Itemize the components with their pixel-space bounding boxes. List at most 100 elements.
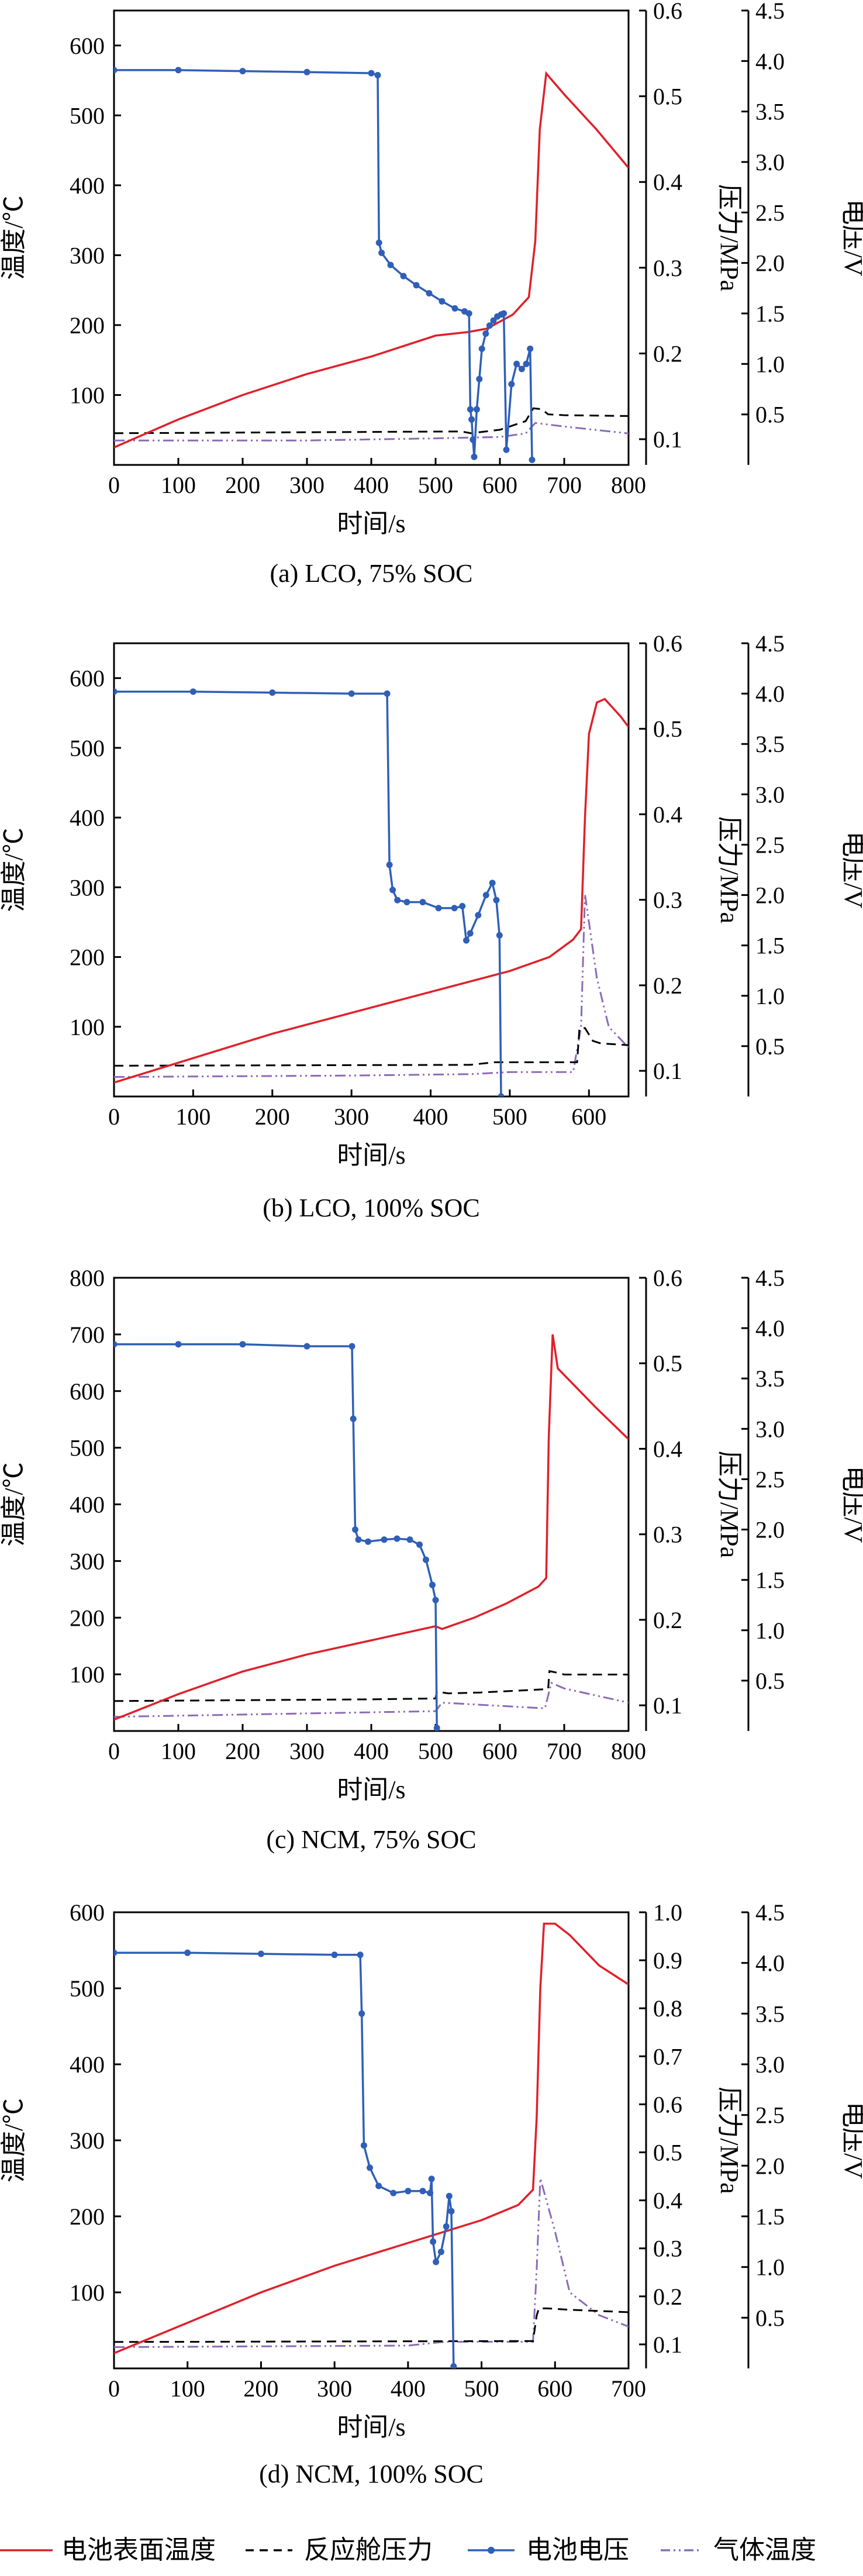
y3-tick-label: 3.0 [755, 781, 785, 808]
voltage-point [476, 375, 483, 382]
voltage-point [375, 239, 382, 246]
x-tick-label: 800 [611, 472, 646, 498]
voltage-point [348, 1343, 355, 1350]
voltage-point [437, 2249, 444, 2256]
voltage-point [478, 345, 485, 352]
voltage-point [368, 70, 375, 77]
series-gas-temp [114, 1681, 629, 1718]
voltage-point [459, 903, 466, 909]
voltage-point [419, 2188, 426, 2195]
voltage-point [189, 688, 196, 695]
y3-tick-label: 1.0 [755, 351, 785, 377]
voltage-point [184, 1949, 191, 1956]
series-group [114, 1334, 629, 1731]
series-group [114, 67, 629, 463]
x-tick-label: 100 [175, 1103, 210, 1130]
x-tick-label: 500 [418, 472, 453, 498]
x-tick-label: 400 [354, 1738, 389, 1764]
y3-axis-title: 电压/V [839, 1466, 863, 1543]
y2-tick-label: 0.2 [653, 1607, 682, 1633]
voltage-point [465, 310, 472, 317]
y2-tick-label: 0.7 [653, 2043, 682, 2070]
x-tick-label: 600 [571, 1103, 606, 1130]
x-axis-title: 时间/s [337, 1775, 405, 1804]
voltage-point [365, 1538, 371, 1545]
x-tick-label: 200 [243, 2375, 278, 2402]
voltage-point [367, 2164, 373, 2171]
voltage-point [471, 453, 478, 460]
voltage-point [114, 688, 118, 695]
y2-axis-title: 压力/MPa [715, 1451, 744, 1558]
y2-tick-label: 0.3 [653, 887, 682, 913]
y3-tick-label: 2.5 [755, 199, 785, 226]
voltage-point [175, 67, 182, 74]
voltage-point [387, 261, 394, 268]
y2-tick-label: 0.8 [653, 1995, 682, 2022]
y3-tick-label: 1.0 [755, 2254, 785, 2281]
voltage-point [400, 273, 407, 280]
x-tick-label: 800 [611, 1738, 646, 1764]
voltage-point [468, 416, 475, 423]
x-tick-label: 500 [464, 2375, 499, 2402]
voltage-point [508, 381, 515, 388]
y1-tick-label: 300 [70, 2127, 105, 2154]
x-tick-label: 300 [289, 1738, 325, 1764]
x-tick-label: 500 [492, 1103, 527, 1130]
x-tick-label: 600 [482, 1738, 517, 1764]
y2-tick-label: 0.4 [653, 169, 682, 195]
voltage-point [482, 892, 489, 899]
voltage-point [390, 2189, 397, 2196]
y1-tick-label: 400 [70, 173, 105, 199]
x-axis-title: 时间/s [337, 1141, 405, 1170]
voltage-point [423, 1556, 429, 1563]
chart-panel-1: 0 100 200 300 400 500 600 700 800 100 200 300 400 500… [0, 0, 863, 588]
x-tick-label: 600 [482, 472, 517, 498]
voltage-point [433, 2258, 440, 2265]
series-surface-temp [114, 698, 629, 1084]
y3-tick-label: 1.5 [755, 1567, 785, 1594]
legend-label-2: 反应舱压力 [304, 2536, 433, 2564]
legend-label-4: 气体温度 [713, 2536, 816, 2564]
y3-tick-label: 1.0 [755, 1618, 785, 1644]
y3-tick-label: 2.0 [755, 1517, 785, 1543]
y3-tick-label: 3.0 [755, 1416, 785, 1442]
voltage-point [375, 2182, 382, 2189]
legend: 电池表面温度 反应舱压力 电池电压 气体温度 [0, 2536, 816, 2564]
y3-tick-label: 2.5 [755, 2102, 785, 2129]
voltage-point [426, 290, 433, 296]
legend-label-3: 电池电压 [526, 2536, 629, 2564]
voltage-point [355, 1536, 362, 1543]
voltage-point [331, 1951, 338, 1958]
x-tick-label: 200 [255, 1103, 290, 1130]
voltage-point [439, 298, 446, 305]
voltage-point [360, 2142, 367, 2149]
voltage-point [358, 2010, 365, 2017]
y3-tick-label: 1.5 [755, 2203, 785, 2230]
voltage-point [357, 1951, 364, 1958]
voltage-point [529, 456, 536, 463]
voltage-point [475, 912, 482, 919]
y3-tick-label: 3.0 [755, 2051, 785, 2078]
y1-tick-label: 200 [70, 2203, 105, 2230]
y1-tick-label: 500 [70, 1975, 105, 2002]
x-tick-label: 0 [108, 1738, 120, 1764]
plot-frame [113, 1911, 630, 2370]
y1-tick-label: 400 [70, 805, 105, 831]
voltage-point [114, 1949, 118, 1956]
y1-tick-label: 400 [70, 1492, 105, 1518]
y2-tick-label: 0.2 [653, 973, 682, 999]
series-gas-temp [114, 2178, 629, 2349]
chart-panel-2: 0 100 200 300 400 500 600 100 200 300 400 500 600 0.1… [0, 630, 863, 1222]
voltage-point [419, 899, 426, 906]
y3-tick-label: 4.0 [755, 1315, 785, 1342]
series-voltage [114, 690, 502, 1096]
x-tick-label: 200 [225, 472, 260, 498]
y3-tick-label: 2.5 [755, 832, 785, 858]
series-surface-temp [114, 1334, 629, 1721]
voltage-point [386, 861, 393, 868]
series-surface-temp [114, 71, 629, 449]
y3-tick-label: 0.5 [755, 2305, 785, 2331]
voltage-point [451, 305, 458, 312]
voltage-point [463, 937, 470, 944]
x-tick-label: 600 [537, 2375, 572, 2402]
